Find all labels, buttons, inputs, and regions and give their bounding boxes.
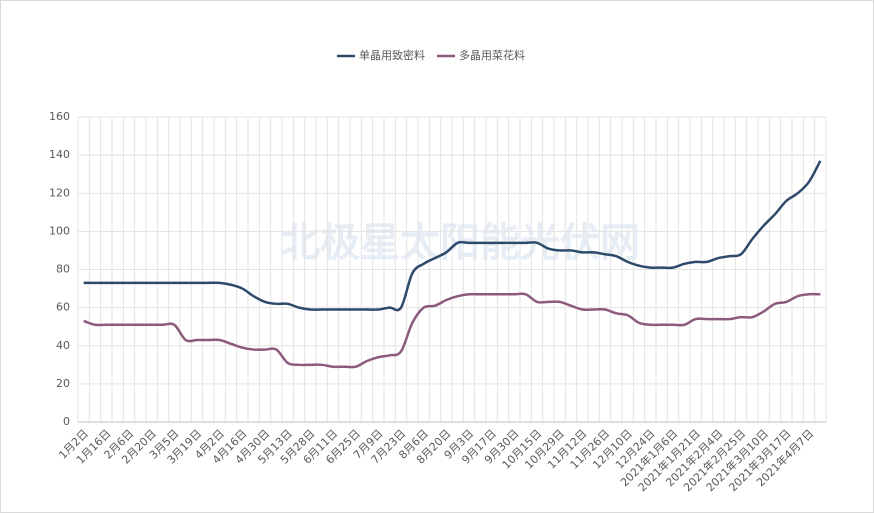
y-tick-label: 0: [63, 415, 70, 428]
y-tick-label: 140: [49, 148, 70, 161]
y-tick-label: 20: [56, 377, 70, 390]
y-tick-label: 100: [49, 224, 70, 237]
y-tick-label: 40: [56, 339, 70, 352]
y-tick-label: 160: [49, 110, 70, 123]
legend-label: 单晶用致密料: [359, 48, 425, 62]
series-line: [83, 160, 822, 312]
y-tick-label: 120: [49, 186, 70, 199]
series-line: [83, 292, 821, 369]
y-tick-label: 60: [56, 301, 70, 314]
legend-label: 多晶用菜花料: [459, 48, 525, 62]
y-tick-label: 80: [56, 263, 70, 276]
